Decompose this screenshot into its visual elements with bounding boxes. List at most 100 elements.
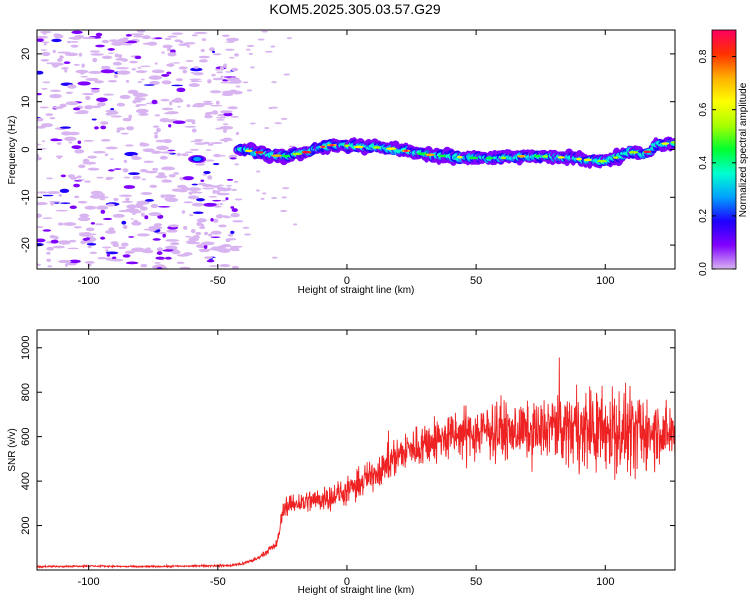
spectrogram-noise-cell xyxy=(183,42,196,45)
spectrogram-noise-cell xyxy=(216,118,225,121)
spectrogram-noise-cell xyxy=(101,55,113,59)
spectrogram-noise-cell xyxy=(42,229,52,232)
spectrogram-noise-cell xyxy=(134,97,146,101)
spectrogram-peak-cell xyxy=(344,144,350,147)
spectrogram-noise-cell xyxy=(147,41,158,46)
spectrogram-noise-cell xyxy=(231,208,238,213)
spectrogram-noise-cell xyxy=(271,256,278,259)
spectrogram-noise-cell xyxy=(52,106,64,110)
colorbar-tick-label: 0.2 xyxy=(698,209,709,223)
spectrogram-noise-cell xyxy=(85,227,95,232)
spectrogram-noise-cell xyxy=(177,105,181,108)
spectrogram-noise-cell xyxy=(87,167,100,171)
spectrogram-noise-cell xyxy=(56,58,63,62)
spectrogram-peak-cell xyxy=(557,156,565,159)
spectrogram-noise-cell xyxy=(202,100,213,103)
spectrogram-noise-cell xyxy=(148,75,163,80)
spectrogram-noise-cell xyxy=(198,59,208,63)
spectrogram-noise-cell xyxy=(224,48,235,51)
spectrogram-noise-cell xyxy=(201,102,214,105)
spectrogram-noise-cell xyxy=(156,128,161,133)
spectrogram-noise-cell xyxy=(108,110,119,115)
spectrogram-noise-cell xyxy=(59,103,67,108)
spectrogram-image xyxy=(37,30,675,269)
spectrogram-noise-cell xyxy=(39,106,49,109)
spectrogram-noise-cell xyxy=(208,47,215,52)
spectrogram-noise-cell xyxy=(210,230,222,235)
spectrogram-noise-cell xyxy=(140,212,145,217)
spectrogram-noise-cell xyxy=(125,208,139,211)
spectrogram-noise-cell xyxy=(113,168,122,170)
spectrogram-noise-cell xyxy=(80,240,87,245)
spectrogram-noise-cell xyxy=(175,78,183,82)
colorbar: 0.0 0.2 0.4 0.6 0.8 Normalized spectral ampl… xyxy=(698,29,749,276)
spectrogram-noise-cell xyxy=(128,236,135,238)
spectrogram-noise-cell xyxy=(85,240,94,244)
spectrogram-peak-cell xyxy=(517,154,526,158)
spectrogram-noise-cell xyxy=(192,72,204,76)
spectrogram-noise-cell xyxy=(40,49,47,51)
spectrogram-noise-cell xyxy=(89,251,98,254)
spectrogram-noise-cell xyxy=(140,65,151,68)
spectrogram-noise-cell xyxy=(42,30,47,35)
spectrogram-noise-cell xyxy=(70,37,82,40)
spectrogram-noise-cell xyxy=(119,94,131,100)
spectrogram-noise-cell xyxy=(211,50,216,53)
spectrogram-noise-cell xyxy=(204,256,214,260)
spectrogram-noise-cell xyxy=(179,40,184,44)
spectrogram-noise-cell xyxy=(100,209,106,214)
spectrogram-noise-cell xyxy=(137,201,145,203)
spectrogram-noise-cell xyxy=(242,81,249,84)
spectrogram-y-label: Frequency (Hz) xyxy=(7,116,18,185)
spectrogram-noise-cell xyxy=(227,233,234,237)
spectrogram-noise-cell xyxy=(37,92,42,96)
spectrogram-noise-cell xyxy=(207,79,212,84)
snr-x-tick-label: 100 xyxy=(596,576,614,588)
spectrogram-noise-cell xyxy=(43,42,47,46)
spectrogram-noise-cell xyxy=(148,212,162,217)
spectrogram-noise-cell xyxy=(168,174,176,178)
spectrogram-noise-cell xyxy=(81,36,96,40)
snr-y-tick-label: 1000 xyxy=(20,336,32,360)
spectrogram-noise-cell xyxy=(96,97,108,102)
spectrogram-noise-cell xyxy=(138,112,149,116)
spectrogram-noise-cell xyxy=(154,114,161,117)
spectrogram-noise-cell xyxy=(185,240,196,244)
spectrogram-noise-cell xyxy=(191,183,198,186)
spectrogram-noise-cell xyxy=(57,155,61,159)
spectrogram-noise-cell xyxy=(185,60,194,62)
spectrogram-noise-cell xyxy=(203,202,217,207)
spectrogram-peak-cell xyxy=(404,149,409,152)
spectrogram-noise-cell xyxy=(132,99,137,104)
spectrogram-noise-cell xyxy=(260,197,265,200)
spectrogram-noise-cell xyxy=(108,52,114,54)
spectrogram-noise-cell xyxy=(82,92,95,96)
spectrogram-noise-cell xyxy=(115,57,128,61)
spectrogram-peak-cell xyxy=(257,151,262,154)
spectrogram-noise-cell xyxy=(109,158,114,160)
spectrogram-noise-cell xyxy=(219,125,234,130)
spectrogram-peak-cell xyxy=(438,154,447,158)
snr-panel: -100 -50 0 50 100 200 400 600 800 1000 Height of… xyxy=(7,329,676,596)
spectrogram-noise-cell xyxy=(209,90,222,94)
spectrogram-noise-cell xyxy=(85,162,90,165)
spectrogram-noise-cell xyxy=(76,175,82,179)
spectrogram-noise-cell xyxy=(46,191,61,195)
spectrogram-noise-cell xyxy=(292,223,298,226)
spectrogram-noise-cell xyxy=(160,151,175,154)
spectrogram-noise-cell xyxy=(203,170,211,175)
spectrogram-peak-cell xyxy=(292,152,302,156)
spectrogram-noise-cell xyxy=(156,145,169,150)
spectrogram-noise-cell xyxy=(67,247,79,250)
spectrogram-noise-cell xyxy=(215,68,221,71)
spectrogram-noise-cell xyxy=(116,102,126,107)
spectrogram-noise-cell xyxy=(166,63,175,67)
spectrogram-noise-cell xyxy=(225,71,232,73)
spectrogram-noise-cell xyxy=(110,241,119,245)
spectrogram-noise-cell xyxy=(212,189,216,194)
spectrogram-noise-cell xyxy=(189,213,194,217)
spectrogram-noise-cell xyxy=(37,191,49,194)
spectrogram-noise-cell xyxy=(155,139,168,143)
spectrogram-noise-cell xyxy=(100,236,106,240)
